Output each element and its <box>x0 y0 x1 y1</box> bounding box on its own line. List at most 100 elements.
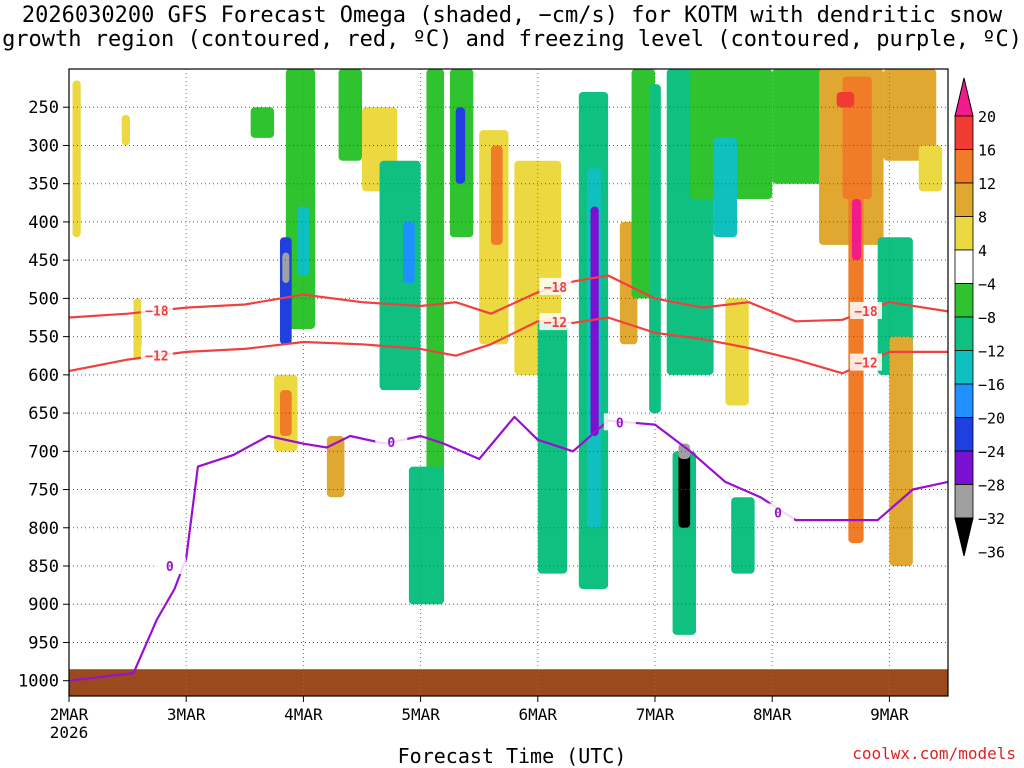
omega-cell-1 <box>121 114 130 146</box>
x-year-label: 2026 <box>50 723 89 742</box>
title-line-2: growth region (contoured, red, ºC) and f… <box>2 27 1022 52</box>
omega-cell-34 <box>713 137 738 238</box>
omega-cell-22 <box>537 321 568 574</box>
colorbar-label-9: −20 <box>978 410 1005 428</box>
colorbar-label-1: 16 <box>978 142 996 160</box>
ytick-label-450: 450 <box>28 251 59 271</box>
omega-cell-41 <box>851 198 862 261</box>
colorbar-label-6: −8 <box>978 309 996 327</box>
isotherm-0-label-1: −18 <box>544 281 568 296</box>
omega-cell-11 <box>338 69 362 161</box>
isotherm-0-label-1-bg <box>539 277 572 295</box>
colorbar-swatch-6 <box>954 283 974 318</box>
colorbar-label-13: −36 <box>978 544 1005 562</box>
isotherm-0-label-2-bg <box>849 302 882 320</box>
isotherm-1-label-2: −12 <box>854 357 877 372</box>
freezing-level-label-2: 0 <box>616 416 624 431</box>
isotherm-1-label-2-bg <box>849 353 882 371</box>
omega-cell-20 <box>490 145 503 245</box>
contours: −18 −18 −18 −12 −12 −12 0 0 0 0 <box>69 274 948 682</box>
colorbar-bottom-arrow <box>954 517 974 557</box>
title-line-1: 2026030200 GFS Forecast Omega (shaded, −… <box>21 3 1003 28</box>
terrain-fill <box>69 669 948 696</box>
isotherm-0-label-2: −18 <box>854 305 878 320</box>
ytick-label-750: 750 <box>28 481 59 501</box>
colorbar-swatch-1 <box>954 115 974 150</box>
freezing-level-line <box>69 415 948 682</box>
isotherm-1-label-1-bg <box>539 313 572 331</box>
ytick-label-850: 850 <box>28 557 59 577</box>
omega-cell-35 <box>725 298 749 406</box>
omega-cell-33 <box>690 69 773 199</box>
omega-cell-16 <box>408 466 445 605</box>
ytick-label-250: 250 <box>28 98 59 118</box>
colorbar-swatch-8 <box>954 350 974 385</box>
xtick-label-7MAR: 7MAR <box>636 705 675 724</box>
omega-cell-42 <box>836 91 855 108</box>
ytick-label-650: 650 <box>28 404 59 424</box>
plot-frame <box>68 68 949 697</box>
ytick-label-300: 300 <box>28 136 59 156</box>
y-axis: 250 300 350 400 450 500 550 600 650 700 750 800 850 9… <box>18 98 69 692</box>
xtick-label-8MAR: 8MAR <box>753 705 792 724</box>
freezing-level-label-0: 0 <box>166 560 174 575</box>
colorbar-swatch-3 <box>954 182 974 217</box>
ytick-label-900: 900 <box>28 595 59 615</box>
isotherm-0 <box>69 274 948 323</box>
isotherm-0-label-0-bg <box>140 301 173 319</box>
ytick-label-350: 350 <box>28 175 59 195</box>
gridlines <box>68 69 948 696</box>
isotherm-1 <box>69 316 948 375</box>
isotherm-1-label-0: −12 <box>145 350 168 365</box>
colorbar-swatch-10 <box>954 417 974 452</box>
xtick-label-3MAR: 3MAR <box>167 705 206 724</box>
omega-cell-25 <box>590 206 599 437</box>
ytick-label-1000: 1000 <box>18 672 59 692</box>
credit-text: coolwx.com/models <box>852 744 1016 763</box>
colorbar-swatch-2 <box>954 149 974 184</box>
isotherm-1-label-0-bg <box>140 346 173 364</box>
omega-cell-37 <box>772 69 825 184</box>
x-axis-title: Forecast Time (UTC) <box>397 744 627 768</box>
ytick-label-950: 950 <box>28 633 59 653</box>
omega-cell-0 <box>72 80 81 238</box>
ytick-label-600: 600 <box>28 366 59 386</box>
omega-cell-15 <box>426 69 445 544</box>
colorbar-label-5: −4 <box>978 276 996 294</box>
x-axis: 2MAR 3MAR 4MAR 5MAR 6MAR 7MAR 8MAR 9MAR 2026 <box>50 696 909 742</box>
freezing-level-label-3: 0 <box>774 506 782 521</box>
ytick-label-500: 500 <box>28 289 59 309</box>
ytick-label-550: 550 <box>28 328 59 348</box>
omega-cell-2 <box>133 298 142 360</box>
omega-cell-36 <box>731 497 755 574</box>
omega-cell-46 <box>918 145 943 192</box>
terrain-ground <box>69 669 948 696</box>
freezing-level-label-0-bg <box>153 557 186 575</box>
omega-cell-7 <box>282 252 290 284</box>
freezing-level-label-2-bg <box>603 413 636 431</box>
colorbar-label-10: −24 <box>978 443 1005 461</box>
colorbar-label-7: −12 <box>978 343 1005 361</box>
colorbar-swatch-5 <box>954 249 974 284</box>
xtick-label-5MAR: 5MAR <box>401 705 440 724</box>
omega-cell-13 <box>379 160 421 391</box>
colorbar-label-8: −16 <box>978 376 1005 394</box>
colorbar-swatch-12 <box>954 484 974 519</box>
omega-cell-14 <box>403 221 415 284</box>
freezing-level-label-3-bg <box>762 503 795 521</box>
colorbar-top-arrow <box>954 77 974 117</box>
colorbar-swatch-4 <box>954 216 974 251</box>
omega-cell-3 <box>250 107 275 138</box>
xtick-label-2MAR: 2MAR <box>50 705 89 724</box>
omega-cell-30 <box>678 451 691 528</box>
colorbar-label-12: −32 <box>978 510 1005 528</box>
colorbar-swatch-7 <box>954 316 974 351</box>
omega-shading <box>72 69 943 635</box>
xtick-label-6MAR: 6MAR <box>519 705 558 724</box>
freezing-level-label-1-bg <box>375 433 408 451</box>
omega-cell-18 <box>455 107 466 184</box>
colorbar-label-11: −28 <box>978 477 1005 495</box>
xtick-label-9MAR: 9MAR <box>870 705 909 724</box>
ytick-label-700: 700 <box>28 442 59 462</box>
